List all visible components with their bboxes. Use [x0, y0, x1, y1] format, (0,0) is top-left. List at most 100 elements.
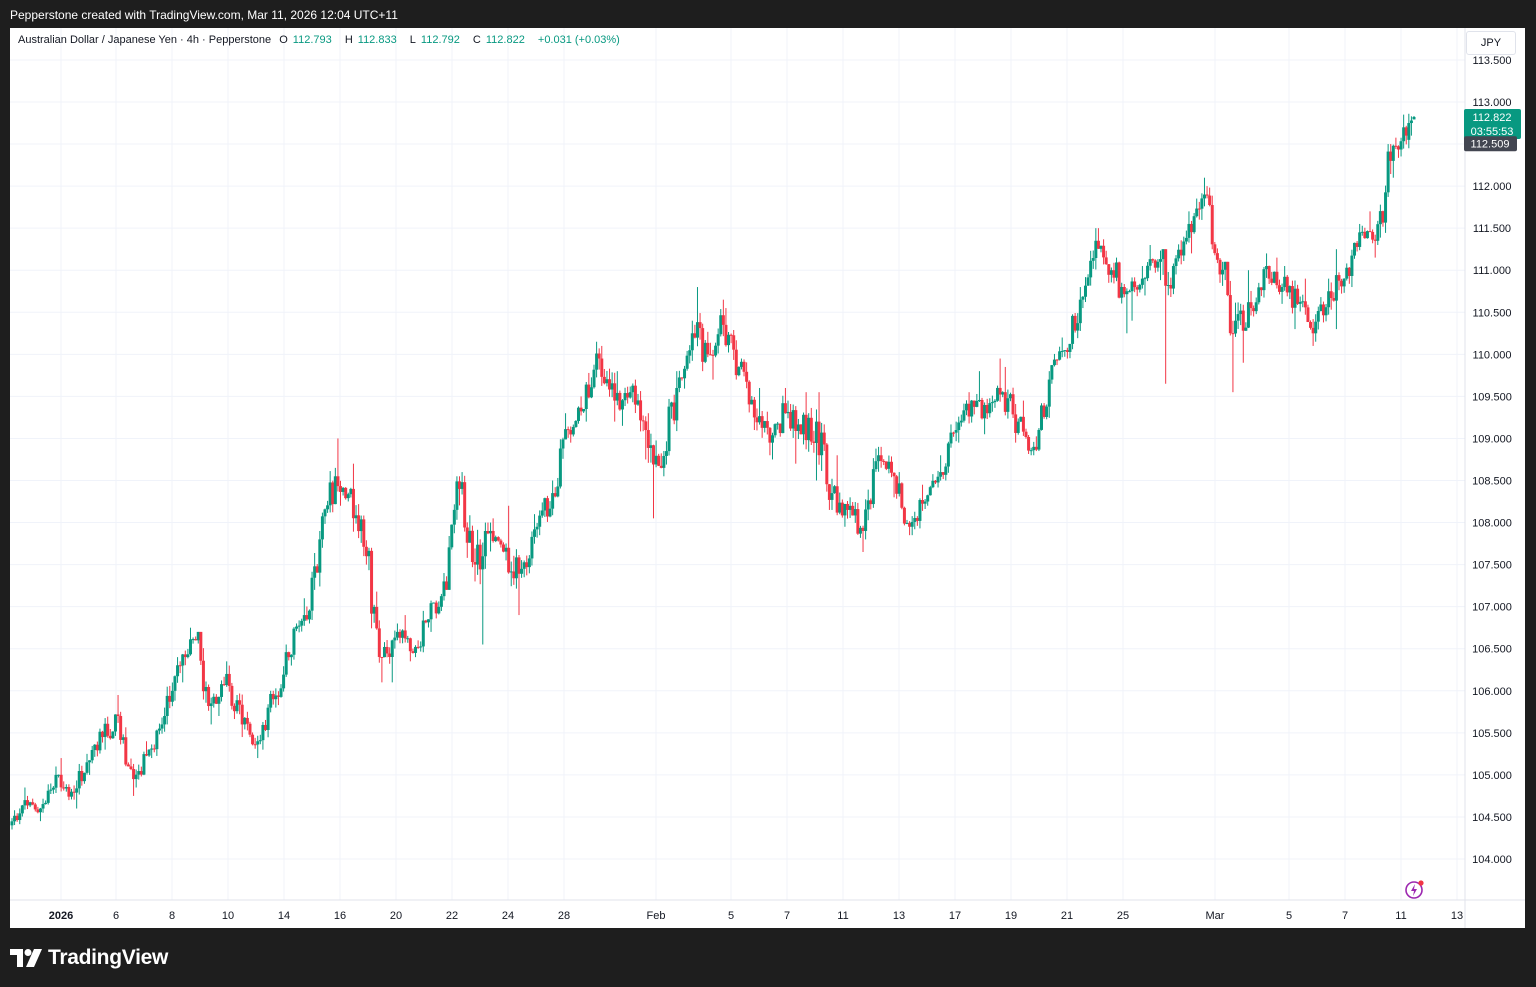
candle-body	[1102, 245, 1106, 258]
candle-body	[752, 399, 756, 418]
candle-body	[170, 690, 174, 702]
candle-body	[253, 744, 257, 746]
candle-body	[336, 476, 340, 487]
candle-body	[222, 684, 226, 686]
currency-button[interactable]: JPY	[1466, 31, 1516, 55]
candle-body	[633, 385, 637, 405]
candle-body	[659, 465, 663, 468]
candle-body	[1321, 304, 1325, 316]
candle-body	[861, 527, 865, 531]
candle-body	[608, 379, 612, 390]
chart-panel[interactable]: 104.000 104.500 105.000 105.500 106.000 106.5…	[10, 28, 1525, 928]
candle-body	[1221, 269, 1225, 275]
candle-body	[491, 530, 495, 542]
candle-body	[913, 518, 917, 522]
candle-body	[163, 716, 167, 725]
candle-body	[1342, 278, 1346, 287]
candle-body	[1153, 260, 1157, 268]
candle-body	[23, 800, 27, 806]
candle-body	[1011, 394, 1015, 415]
candle-body	[952, 432, 956, 434]
candle-body	[1290, 286, 1294, 308]
price-tick-label: 107.500	[1472, 560, 1512, 572]
candle-body	[269, 693, 273, 708]
candle-body	[132, 769, 136, 780]
time-tick-label: Mar	[1206, 910, 1225, 922]
candle-body	[152, 748, 156, 750]
candle-body	[512, 571, 516, 579]
candle-body	[964, 403, 968, 411]
candle-body	[561, 439, 565, 449]
candle-body	[742, 361, 746, 372]
candle-body	[848, 505, 852, 510]
candle-body	[770, 435, 774, 443]
candle-body	[346, 494, 350, 499]
candle-body	[499, 540, 503, 545]
candle-body	[20, 805, 24, 814]
candle-body	[447, 547, 451, 590]
candle-body	[1027, 436, 1031, 451]
candle-body	[737, 366, 741, 376]
candle-body	[1107, 264, 1111, 275]
open-label: O	[279, 34, 288, 46]
candle-body	[543, 498, 547, 511]
candle-body	[866, 500, 870, 510]
candle-body	[522, 562, 526, 569]
candle-body	[727, 334, 731, 346]
candle-body	[1120, 286, 1124, 298]
candle-body	[95, 744, 99, 751]
candle-body	[199, 631, 203, 661]
time-tick-label: 19	[1005, 910, 1017, 922]
candle-body	[196, 631, 200, 641]
candle-body	[1391, 145, 1395, 161]
candle-body	[1373, 239, 1377, 241]
candle-body	[595, 353, 599, 370]
candle-body	[1159, 259, 1163, 262]
candle-body	[1190, 223, 1194, 233]
candle-body	[263, 724, 267, 730]
candle-body	[1314, 321, 1318, 334]
candle-body	[628, 392, 632, 398]
candle-body	[284, 652, 288, 675]
candle-body	[1050, 365, 1054, 380]
candle-body	[370, 550, 374, 614]
candle-body	[486, 531, 490, 534]
candle-body	[432, 602, 436, 604]
brand-logo[interactable]: TradingView	[10, 946, 168, 970]
time-tick-label: Feb	[647, 910, 666, 922]
candle-body	[1267, 266, 1271, 279]
candle-body	[569, 430, 573, 435]
candle-body	[641, 420, 645, 422]
candle-body	[1215, 253, 1219, 260]
time-tick-label: 11	[837, 910, 848, 922]
candle-body	[983, 405, 987, 419]
candle-body	[1285, 276, 1289, 293]
candle-body	[341, 487, 345, 492]
candle-body	[698, 322, 702, 329]
candle-body	[1197, 208, 1201, 210]
candle-body	[781, 403, 785, 434]
candle-body	[1347, 267, 1351, 276]
bolt-icon[interactable]	[1404, 878, 1426, 900]
candle-body	[1404, 127, 1408, 136]
time-tick-label: 17	[949, 910, 961, 922]
symbol-title[interactable]: Australian Dollar / Japanese Yen · 4h · …	[18, 34, 272, 46]
candle-body	[307, 610, 311, 620]
time-tick-label: 2026	[49, 910, 73, 922]
candle-body	[1109, 270, 1113, 275]
open-value: 112.793	[292, 34, 332, 46]
candle-body	[44, 802, 48, 805]
candle-body	[310, 577, 314, 611]
price-chart[interactable]: 104.000 104.500 105.000 105.500 106.000 106.5…	[10, 28, 1525, 928]
candle-body	[1378, 211, 1382, 225]
candle-body	[134, 774, 138, 780]
candle-body	[318, 539, 322, 573]
candle-body	[119, 716, 123, 740]
candle-body	[688, 350, 692, 356]
candle-body	[789, 411, 793, 429]
candle-body	[949, 432, 953, 444]
candle-body	[1177, 249, 1181, 259]
candle-body	[147, 749, 151, 756]
price-tick-label: 111.500	[1473, 223, 1511, 235]
candle-body	[251, 734, 255, 745]
